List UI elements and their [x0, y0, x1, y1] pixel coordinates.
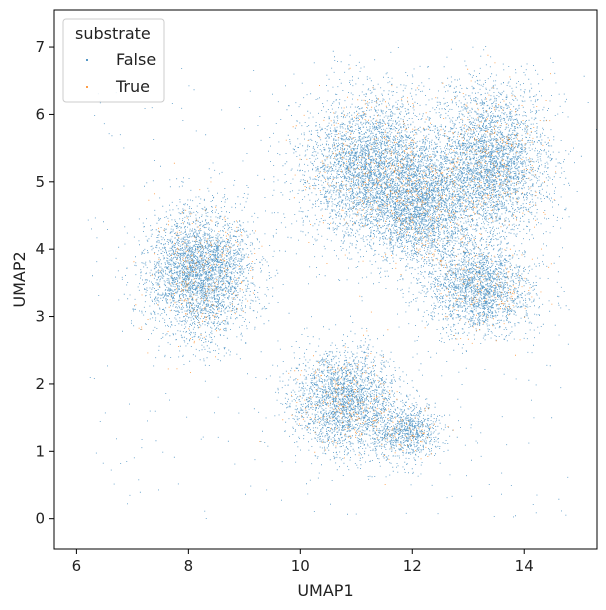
- legend-marker-false: [86, 59, 88, 61]
- y-axis-label: UMAP2: [10, 251, 29, 307]
- series-false-points: [87, 46, 597, 519]
- legend-label-true: True: [115, 77, 150, 96]
- legend: substrate False True: [62, 18, 165, 103]
- legend-title: substrate: [75, 24, 151, 43]
- points-layer: [87, 46, 597, 519]
- y-tick-label: 4: [35, 240, 45, 258]
- y-tick-label: 1: [35, 442, 45, 460]
- axes-frame: [53, 9, 598, 550]
- legend-marker-true: [86, 86, 88, 88]
- y-tick-label: 6: [35, 105, 45, 123]
- y-tick-label: 2: [35, 375, 45, 393]
- y-tick-label: 5: [35, 173, 45, 191]
- x-tick-label: 12: [403, 557, 422, 575]
- x-tick-label: 8: [184, 557, 194, 575]
- y-tick-label: 3: [35, 308, 45, 326]
- legend-label-false: False: [116, 50, 156, 69]
- y-tick-label: 0: [35, 510, 45, 528]
- legend-box: [62, 18, 165, 103]
- x-tick-label: 6: [72, 557, 82, 575]
- y-tick-label: 7: [35, 38, 45, 56]
- x-tick-label: 10: [291, 557, 310, 575]
- x-axis-label: UMAP1: [297, 581, 353, 600]
- y-ticks: 0 1 2 3 4 5 6 7: [35, 38, 54, 528]
- x-ticks: 6 8 10 12 14: [72, 549, 534, 575]
- x-tick-label: 14: [515, 557, 534, 575]
